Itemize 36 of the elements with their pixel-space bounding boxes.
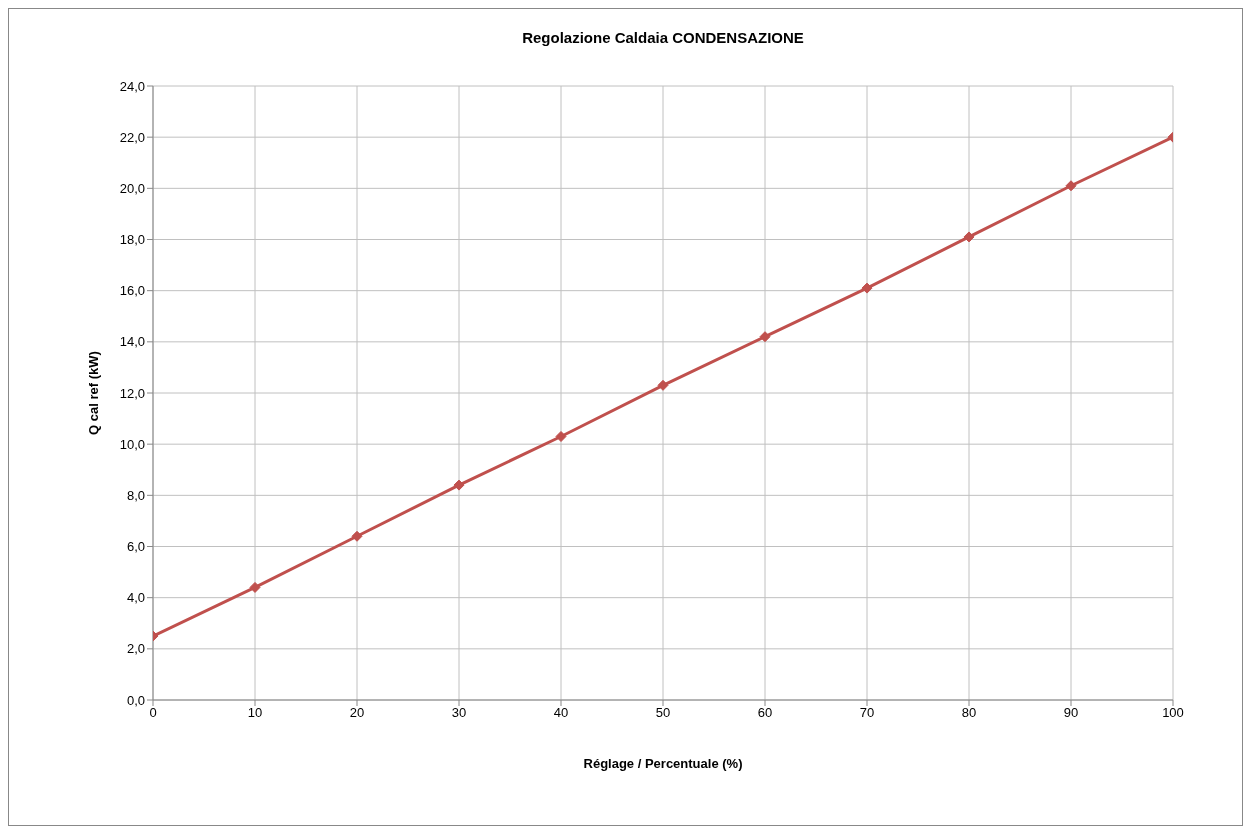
x-tick-label: 0 [149,705,157,721]
x-tick-label: 50 [655,705,671,721]
y-tick-label: 10,0 [119,436,145,452]
y-tick-label: 12,0 [119,385,145,401]
y-tick-label: 16,0 [119,283,145,299]
x-tick-label: 90 [1063,705,1079,721]
y-tick-label: 4,0 [126,590,145,606]
point [555,430,567,442]
point [249,581,261,593]
y-tick-label: 14,0 [119,334,145,350]
x-tick-label: 10 [247,705,263,721]
x-tick-label: 60 [757,705,773,721]
y-tick-label: 24,0 [119,78,145,94]
y-tick-label: 6,0 [126,539,145,555]
point [657,379,669,391]
y-tick-label: 22,0 [119,129,145,145]
y-tick-label: 8,0 [126,487,145,503]
x-tick-label: 80 [961,705,977,721]
y-tick-label: 20,0 [119,180,145,196]
y-tick-label: 18,0 [119,232,145,248]
x-axis-title: Réglage / Percentuale (%) [583,756,743,771]
x-tick-label: 40 [553,705,569,721]
point [453,479,465,491]
point [351,530,363,542]
x-tick-label: 20 [349,705,365,721]
point [1065,180,1077,192]
point [759,331,771,343]
y-tick-label: 0,0 [126,692,145,708]
y-tick-label: 2,0 [126,641,145,657]
point [963,231,975,243]
point [861,282,873,294]
x-tick-label: 100 [1162,705,1184,721]
chart-title: Regolazione Caldaia CONDENSAZIONE [521,29,805,46]
y-axis-title: Q cal ref (kW) [85,351,101,435]
x-tick-label: 70 [859,705,875,721]
x-tick-label: 30 [451,705,467,721]
